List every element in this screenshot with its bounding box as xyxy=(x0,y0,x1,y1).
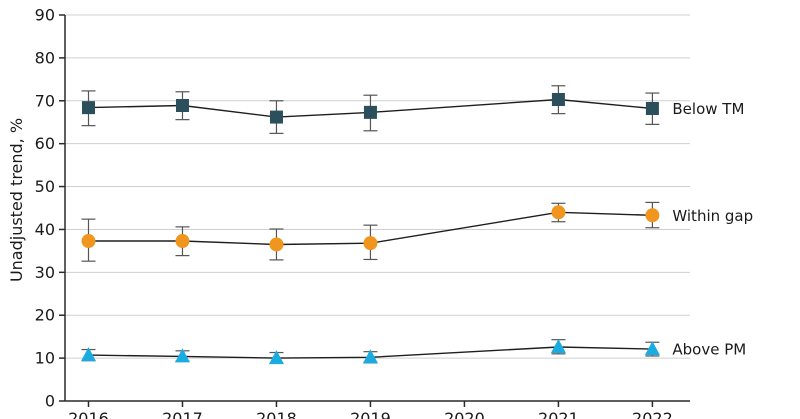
axes-layer: 0 10 20 30 40 50 60 70 80 90 2016 2017 2018 2019 2020 2… xyxy=(35,6,690,419)
marker-within-gap-2019 xyxy=(363,236,378,251)
y-tick-label-90: 90 xyxy=(35,6,55,25)
marker-above-pm-2017 xyxy=(174,348,190,363)
marker-above-pm-2019 xyxy=(362,349,378,364)
y-tick-label-60: 60 xyxy=(35,134,55,153)
y-tick-label-80: 80 xyxy=(35,48,55,67)
y-tick-label-70: 70 xyxy=(35,91,55,110)
x-tick-label-2018: 2018 xyxy=(256,409,297,419)
series-label-below-tm: Below TM xyxy=(672,100,744,118)
marker-below-tm-2019 xyxy=(363,105,377,119)
marker-below-tm-2016 xyxy=(81,101,95,115)
marker-within-gap-2018 xyxy=(269,237,284,252)
y-tick-label-20: 20 xyxy=(35,306,55,325)
y-tick-label-50: 50 xyxy=(35,177,55,196)
series-below-tm: Below TM xyxy=(81,85,744,134)
y-tick-label-0: 0 xyxy=(45,392,55,411)
marker-below-tm-2022 xyxy=(645,101,659,115)
x-tick-label-2016: 2016 xyxy=(68,409,109,419)
marker-within-gap-2021 xyxy=(551,205,566,220)
marker-below-tm-2017 xyxy=(175,98,189,112)
marker-above-pm-2016 xyxy=(80,347,96,362)
series-above-pm: Above PM xyxy=(80,338,746,365)
y-axis-title: Unadjusted trend, % xyxy=(7,118,26,282)
marker-above-pm-2022 xyxy=(644,341,660,356)
x-tick-label-2021: 2021 xyxy=(538,409,579,419)
marker-above-pm-2021 xyxy=(550,338,566,353)
series-label-within-gap: Within gap xyxy=(672,207,753,225)
marker-below-tm-2021 xyxy=(551,92,565,106)
series-label-above-pm: Above PM xyxy=(672,341,746,359)
marker-below-tm-2018 xyxy=(269,110,283,124)
x-tick-label-2022: 2022 xyxy=(632,409,673,419)
marker-within-gap-2017 xyxy=(175,234,190,249)
series-line-below-tm xyxy=(88,98,653,118)
x-tick-label-2017: 2017 xyxy=(162,409,203,419)
series-line-above-pm xyxy=(88,346,653,359)
series-line-within-gap xyxy=(88,211,653,246)
y-tick-label-40: 40 xyxy=(35,220,55,239)
marker-above-pm-2018 xyxy=(268,350,284,365)
grid-layer xyxy=(65,14,690,359)
y-tick-label-10: 10 xyxy=(35,349,55,368)
marker-within-gap-2016 xyxy=(81,234,96,249)
series-within-gap: Within gap xyxy=(81,201,753,262)
x-tick-label-2020: 2020 xyxy=(444,409,485,419)
marker-within-gap-2022 xyxy=(645,208,660,223)
x-tick-label-2019: 2019 xyxy=(350,409,391,419)
series-layer: Below TM Within gap Above PM xyxy=(80,85,753,365)
y-tick-label-30: 30 xyxy=(35,263,55,282)
